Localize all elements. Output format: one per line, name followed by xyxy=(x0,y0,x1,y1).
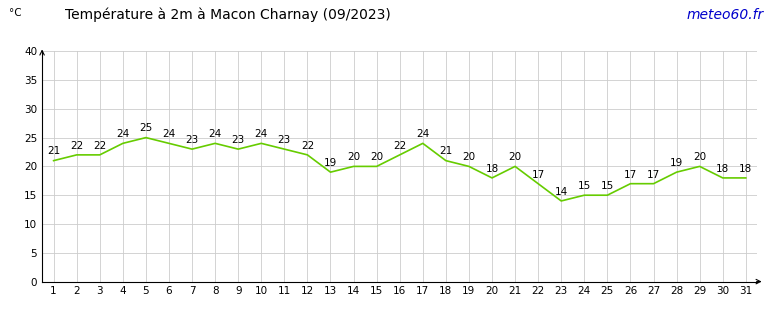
Text: 18: 18 xyxy=(716,164,729,174)
Text: 20: 20 xyxy=(462,152,476,162)
Text: 20: 20 xyxy=(509,152,522,162)
Text: Température à 2m à Macon Charnay (09/2023): Température à 2m à Macon Charnay (09/202… xyxy=(65,8,391,22)
Text: 23: 23 xyxy=(232,135,245,145)
Text: 20: 20 xyxy=(347,152,360,162)
Text: 23: 23 xyxy=(278,135,291,145)
Text: 24: 24 xyxy=(162,129,176,139)
Text: 14: 14 xyxy=(555,187,568,197)
Text: 24: 24 xyxy=(116,129,129,139)
Text: 22: 22 xyxy=(70,141,83,151)
Text: 17: 17 xyxy=(532,170,545,180)
Text: 24: 24 xyxy=(255,129,268,139)
Text: 17: 17 xyxy=(623,170,637,180)
Text: 18: 18 xyxy=(485,164,499,174)
Text: °C: °C xyxy=(9,8,22,18)
Text: 19: 19 xyxy=(670,158,683,168)
Text: 21: 21 xyxy=(439,147,452,156)
Text: 18: 18 xyxy=(739,164,753,174)
Text: 20: 20 xyxy=(370,152,383,162)
Text: 24: 24 xyxy=(209,129,222,139)
Text: 24: 24 xyxy=(416,129,429,139)
Text: 22: 22 xyxy=(393,141,406,151)
Text: 19: 19 xyxy=(324,158,337,168)
Text: 23: 23 xyxy=(185,135,199,145)
Text: 17: 17 xyxy=(647,170,660,180)
Text: 15: 15 xyxy=(578,181,591,191)
Text: meteo60.fr: meteo60.fr xyxy=(686,8,763,22)
Text: 22: 22 xyxy=(93,141,106,151)
Text: 15: 15 xyxy=(601,181,614,191)
Text: 22: 22 xyxy=(301,141,314,151)
Text: 20: 20 xyxy=(693,152,706,162)
Text: 25: 25 xyxy=(139,124,152,133)
Text: 21: 21 xyxy=(47,147,60,156)
